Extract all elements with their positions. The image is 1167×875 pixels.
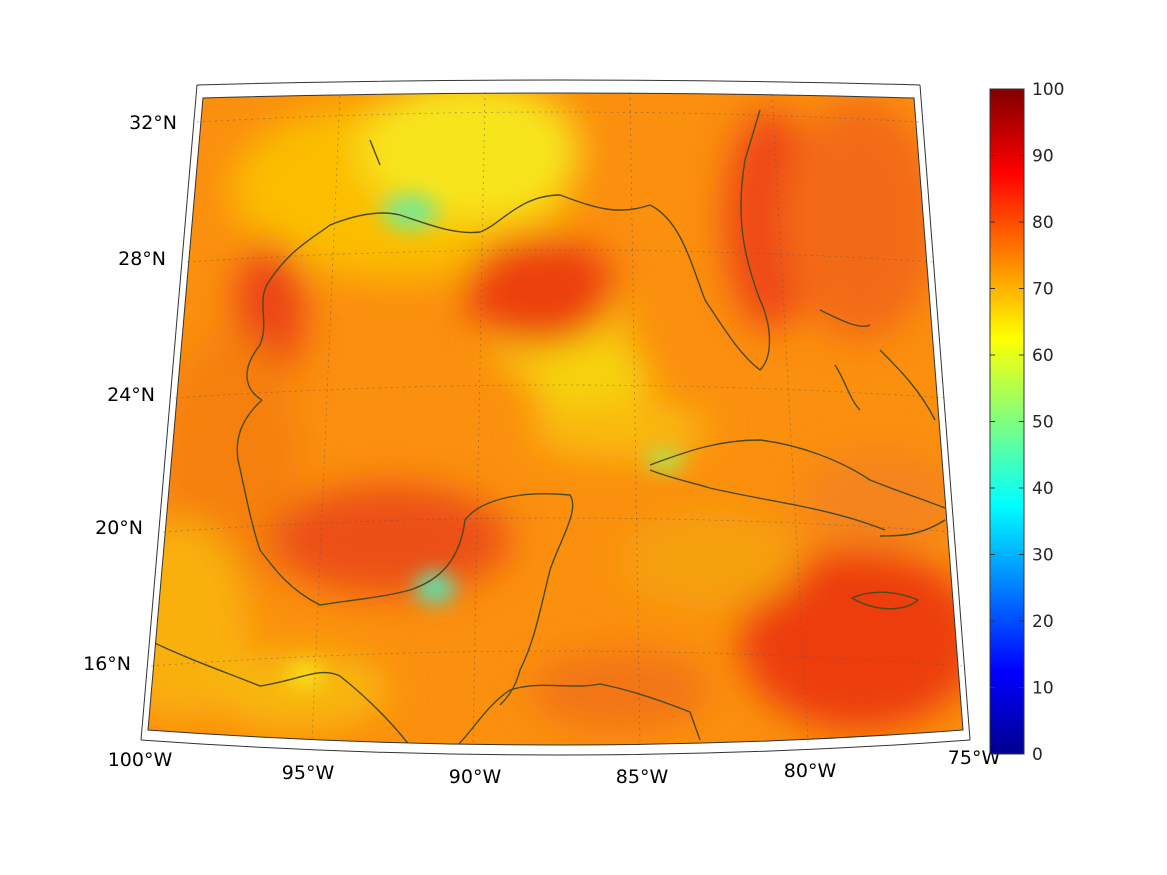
map-border-left — [140, 84, 198, 741]
lat-label: 16°N — [83, 653, 131, 675]
graticule — [150, 91, 963, 747]
wind-field — [148, 93, 963, 745]
map-border-right — [919, 84, 971, 741]
colorbar-tick-label: 0 — [1032, 745, 1043, 765]
lon-label: 80°W — [784, 760, 837, 782]
map-frame — [147, 92, 964, 746]
colorbar-tick-label: 70 — [1032, 280, 1054, 300]
colorbar-tick-label: 80 — [1032, 213, 1054, 233]
colorbar-tick-label: 10 — [1032, 679, 1054, 699]
colorbar-gradient — [989, 88, 1025, 755]
lon-label: 90°W — [449, 766, 502, 788]
lon-label: 85°W — [616, 766, 669, 788]
map-border-top — [196, 79, 921, 86]
lat-labels: 32°N 28°N 24°N 20°N 16°N — [83, 112, 177, 675]
colorbar-tick-label: 30 — [1032, 546, 1054, 566]
colorbar-tick-label: 40 — [1032, 479, 1054, 499]
lat-label: 28°N — [118, 248, 166, 270]
coastlines — [148, 109, 946, 745]
lat-label: 32°N — [129, 112, 177, 134]
lon-label: 75°W — [948, 747, 1001, 769]
colorbar-tick-label: 100 — [1032, 80, 1064, 100]
lat-label: 24°N — [107, 384, 155, 406]
lat-label: 20°N — [95, 517, 143, 539]
lon-label: 95°W — [282, 762, 335, 784]
colorbar-tick-label: 50 — [1032, 413, 1054, 433]
colorbar-tick-label: 20 — [1032, 612, 1054, 632]
lon-labels: 100°W 95°W 90°W 85°W 80°W 75°W — [108, 747, 1001, 788]
lon-label: 100°W — [108, 749, 173, 771]
colorbar-tick-label: 60 — [1032, 346, 1054, 366]
colorbar-tick-label: 90 — [1032, 147, 1054, 167]
map-border-bottom — [140, 739, 971, 756]
